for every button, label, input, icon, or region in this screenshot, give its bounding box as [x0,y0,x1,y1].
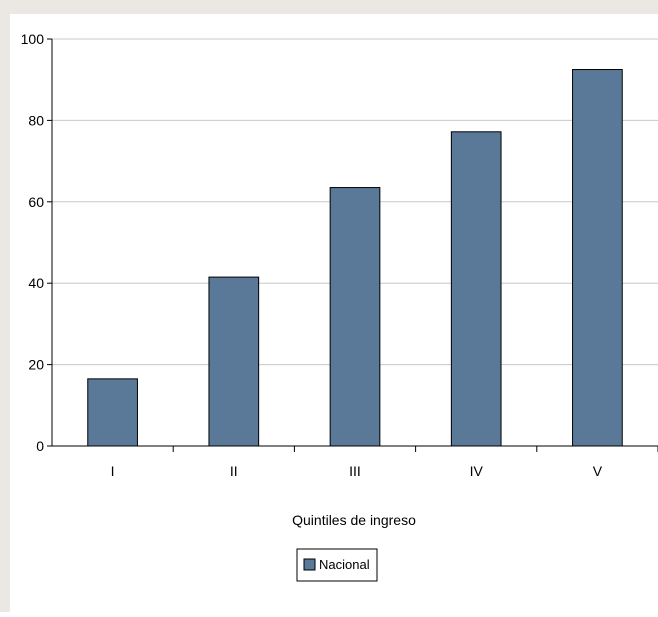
x-tick-label-II: II [230,463,238,479]
x-tick-label-IV: IV [470,463,484,479]
bar-V [572,69,623,447]
y-tick-label-100: 100 [21,31,45,47]
bar-I [87,378,138,447]
y-tick-label-60: 60 [28,194,44,210]
legend-swatch-nacional [303,558,316,571]
x-tick-label-V: V [593,463,603,479]
bars [87,69,623,447]
x-tick-label-III: III [349,463,361,479]
bar-IV [450,131,502,447]
y-tick-labels: 0 20 40 60 80 100 [21,31,45,454]
axes [47,38,658,452]
bar-III [329,187,381,447]
legend-label-nacional: Nacional [319,557,370,572]
chart-panel: 0 20 40 60 80 100 I II III IV V Quintiles de ingr… [10,14,658,612]
y-tick-label-80: 80 [28,112,44,128]
legend: Nacional [296,548,378,582]
y-tick-label-40: 40 [28,275,44,291]
x-tick-label-I: I [111,463,115,479]
x-tick-labels: I II III IV V [111,463,603,479]
y-tick-label-0: 0 [36,438,44,454]
bar-II [208,276,260,447]
y-tick-label-20: 20 [28,357,44,373]
x-axis-label: Quintiles de ingreso [292,512,416,528]
